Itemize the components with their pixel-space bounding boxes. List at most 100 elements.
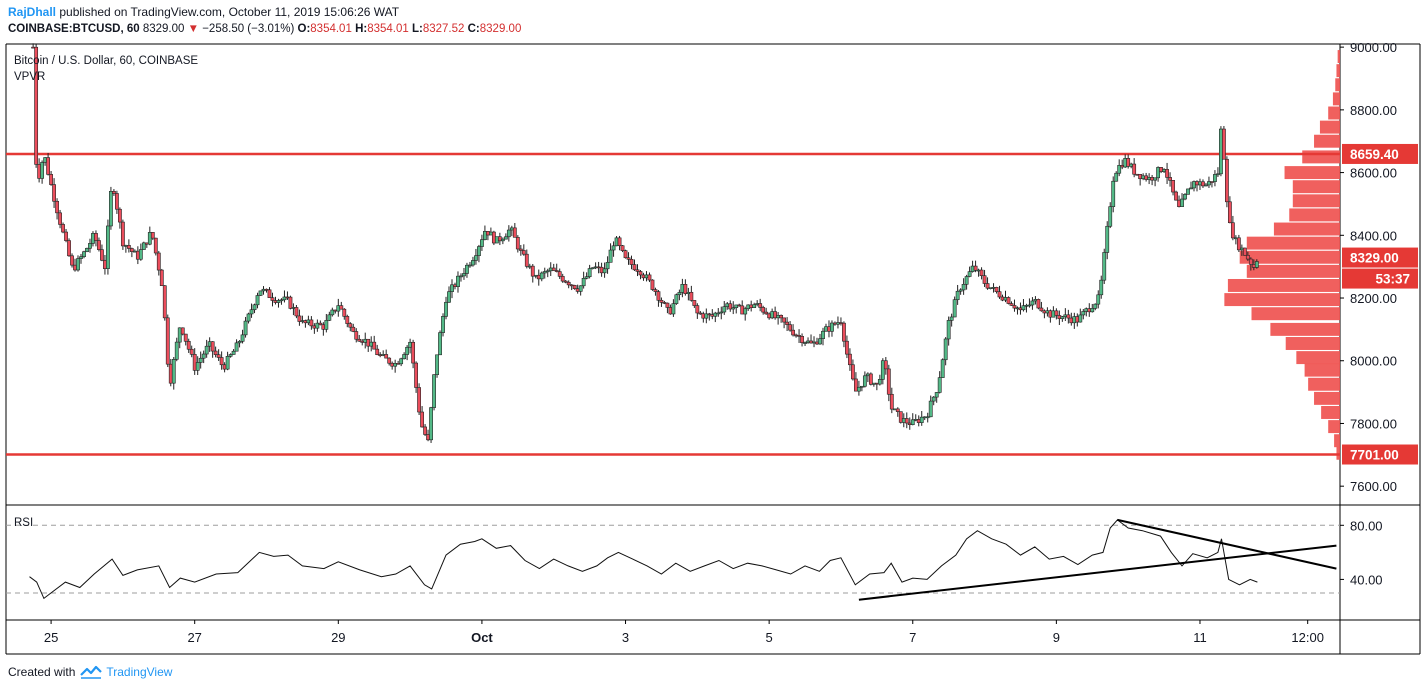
candle-body xyxy=(276,300,281,303)
chart-frame xyxy=(5,43,1421,655)
time-axis[interactable]: 25 27 29 Oct 3 5 7 9 11 12:00 xyxy=(44,620,1324,645)
candle-body xyxy=(1117,165,1122,174)
candle-body xyxy=(384,354,389,359)
created-with-label: Created with xyxy=(8,665,76,679)
candle-body xyxy=(228,354,233,357)
down-arrow-icon: ▼ xyxy=(187,23,200,35)
time-tick-label: 9 xyxy=(1053,630,1060,645)
candlestick-series xyxy=(31,43,1259,443)
volume-profile-bar xyxy=(1304,363,1340,377)
candle-body xyxy=(656,291,661,301)
candle-body xyxy=(883,360,888,370)
candle-body xyxy=(979,269,984,276)
volume-profile-bar xyxy=(1292,180,1340,194)
candle-body xyxy=(94,233,98,241)
candle-body xyxy=(728,303,733,310)
candle-body xyxy=(52,184,56,202)
tradingview-logo-icon xyxy=(80,665,103,679)
candle-body xyxy=(70,255,74,266)
candle-body xyxy=(288,296,293,309)
candle-body xyxy=(252,304,257,311)
candle-body xyxy=(997,291,1002,298)
candle-body xyxy=(186,340,191,350)
candle-body xyxy=(1081,311,1086,316)
high-label: H: xyxy=(355,23,368,35)
candle-body xyxy=(611,245,616,251)
candle-body xyxy=(632,264,637,271)
candle-body xyxy=(1183,194,1187,200)
volume-profile-bar xyxy=(1246,236,1340,250)
candle-body xyxy=(910,419,915,425)
price-axis[interactable]: 9000.00 8800.00 8600.00 8400.00 8200.00 8000.… xyxy=(1340,40,1397,587)
candle-body xyxy=(500,238,505,242)
candle-body xyxy=(868,373,873,385)
candle-body xyxy=(444,301,448,317)
candle-body xyxy=(465,264,469,274)
candle-body xyxy=(578,285,583,292)
main-legend-title: Bitcoin / U.S. Dollar, 60, COINBASE xyxy=(14,55,198,67)
candle-body xyxy=(623,250,628,259)
volume-profile-bar xyxy=(1335,78,1340,92)
candle-body xyxy=(1108,206,1113,227)
volume-profile-bar xyxy=(1284,166,1340,180)
publish-info: RajDhall published on TradingView.com, O… xyxy=(8,5,399,19)
volume-profile-bar xyxy=(1314,134,1340,148)
volume-profile-bar xyxy=(1273,222,1340,236)
candle-body xyxy=(480,239,484,247)
rsi-trendline xyxy=(858,544,1337,601)
candle-body xyxy=(581,278,586,287)
ohlc-header: COINBASE:BTCUSD, 60 8329.00 ▼ −258.50 (−… xyxy=(8,23,521,35)
author-link[interactable]: RajDhall xyxy=(8,5,57,19)
candle-body xyxy=(183,333,188,342)
candle-body xyxy=(629,259,634,265)
candle-body xyxy=(174,341,179,360)
candle-body xyxy=(1204,184,1208,187)
volume-profile xyxy=(1224,50,1340,460)
candle-body xyxy=(719,311,724,314)
candle-body xyxy=(79,256,83,259)
volume-profile-bar xyxy=(1251,307,1340,321)
volume-profile-bar xyxy=(1292,194,1340,208)
candle-body xyxy=(1093,303,1098,309)
rsi-line xyxy=(29,519,1258,600)
candle-body xyxy=(450,284,454,292)
price-tick-label: 8800.00 xyxy=(1350,103,1397,118)
candle-body xyxy=(650,279,655,290)
candle-body xyxy=(423,426,427,435)
candle-body xyxy=(862,375,867,387)
candle-body xyxy=(201,353,206,359)
candle-body xyxy=(1132,163,1137,175)
candle-body xyxy=(797,335,801,337)
candle-body xyxy=(49,174,53,185)
candle-body xyxy=(255,295,260,306)
candle-body xyxy=(213,350,218,355)
candle-body xyxy=(653,289,658,292)
candle-body xyxy=(243,320,248,336)
candle-body xyxy=(1030,300,1035,306)
candle-body xyxy=(231,350,236,355)
candle-body xyxy=(919,416,924,423)
price-tick-label: 9000.00 xyxy=(1350,40,1397,55)
bar-countdown: 53:37 xyxy=(1375,272,1410,287)
footer: Created with TradingView xyxy=(8,665,172,679)
candle-body xyxy=(180,327,185,335)
tradingview-link[interactable]: TradingView xyxy=(106,665,173,679)
candle-body xyxy=(189,348,194,355)
close-label: C: xyxy=(467,23,480,35)
candle-body xyxy=(994,286,999,292)
candle-body xyxy=(270,297,275,301)
candle-body xyxy=(1039,307,1044,312)
candle-body xyxy=(731,307,736,310)
candle-body xyxy=(294,307,299,317)
candle-body xyxy=(141,242,146,250)
candle-body xyxy=(348,323,353,328)
candle-body xyxy=(515,237,520,250)
candle-body xyxy=(150,232,155,239)
candle-body xyxy=(886,368,891,395)
candle-body xyxy=(940,359,945,378)
candle-body xyxy=(716,312,721,315)
horizontal-lines[interactable] xyxy=(6,152,1340,456)
candle-body xyxy=(758,303,763,308)
volume-profile-bar xyxy=(1337,50,1340,64)
